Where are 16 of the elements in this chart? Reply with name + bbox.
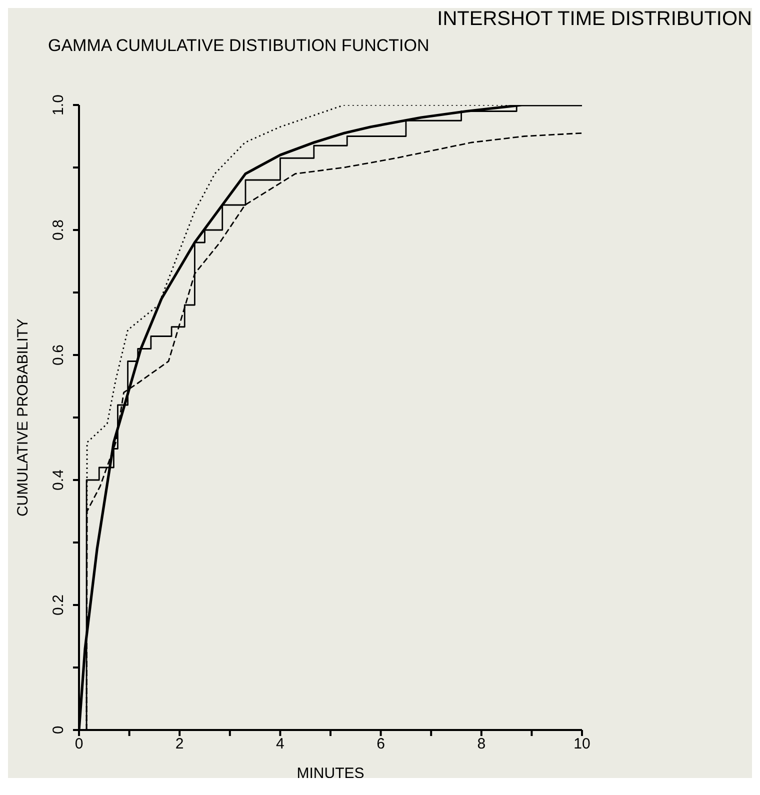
x-tick-label: 10 (574, 736, 590, 753)
chart-subtitle: GAMMA CUMULATIVE DISTIBUTION FUNCTION (48, 36, 430, 56)
x-tick-label: 0 (74, 736, 84, 753)
y-tick-label: 0.8 (50, 220, 67, 240)
y-tick-label: 0.2 (50, 594, 67, 616)
y-tick-label: 0.6 (50, 344, 67, 366)
y-tick-label: 0.4 (50, 470, 67, 490)
y-axis-title: CUMULATIVE PROBABILITY (14, 318, 32, 517)
chart-title: INTERSHOT TIME DISTRIBUTION (437, 8, 752, 31)
x-tick-label: 4 (276, 736, 284, 753)
x-tick-label: 2 (175, 736, 184, 753)
x-axis-title: MINUTES (296, 765, 364, 782)
y-tick-label: 1.0 (50, 94, 67, 116)
x-tick-label: 8 (477, 736, 486, 753)
y-tick-label: 0 (50, 726, 67, 734)
x-tick-label: 6 (376, 736, 385, 753)
